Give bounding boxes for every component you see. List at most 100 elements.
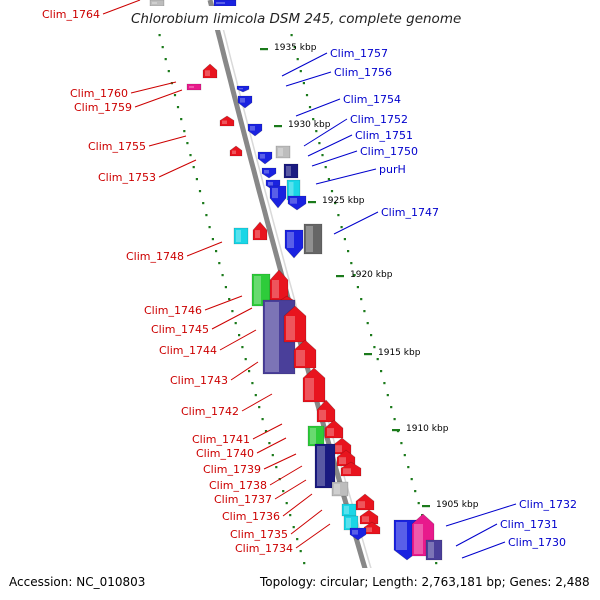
right-dot-track — [299, 70, 302, 73]
gene-shading — [319, 409, 326, 420]
right-dot-track — [296, 58, 299, 61]
gene-shading — [216, 2, 225, 4]
right-dot-track — [334, 202, 337, 205]
right-dot-track — [435, 562, 438, 565]
right-dot-track — [293, 46, 296, 49]
leader-line-right — [295, 98, 341, 117]
kbp-label: 1905 kbp — [436, 500, 479, 510]
gene-arrow — [229, 145, 243, 157]
kbp-tick — [392, 429, 400, 432]
kbp-tick — [308, 201, 316, 204]
right-dot-track — [350, 262, 353, 265]
left-dot-track — [282, 490, 285, 493]
right-dot-track — [340, 226, 343, 229]
left-dot-track — [202, 202, 205, 205]
right-dot-track — [302, 82, 305, 85]
gene-shading — [265, 302, 279, 372]
gene-arrow — [237, 95, 253, 109]
gene-block — [275, 145, 291, 159]
right-dot-track — [383, 382, 386, 385]
gene-shading — [352, 530, 358, 535]
gene-shading — [236, 230, 241, 242]
gene-arrow — [257, 151, 273, 165]
left-dot-track — [299, 550, 302, 553]
kbp-tick — [274, 125, 282, 128]
gene-shading — [264, 170, 269, 174]
gene-shading — [239, 88, 243, 90]
right-dot-track — [390, 406, 393, 409]
kbp-tick — [260, 48, 268, 51]
leader-line-left — [204, 295, 243, 311]
right-dot-track — [330, 190, 334, 193]
right-dot-track — [318, 142, 321, 145]
leader-line-right — [285, 71, 332, 87]
gene-label-right: Clim_1747 — [381, 206, 439, 219]
right-dot-track — [410, 478, 413, 481]
right-dot-track — [373, 346, 376, 349]
gene-label-left: Clim_1736 — [222, 510, 280, 523]
gene-label-left: Clim_1739 — [203, 463, 261, 476]
right-dot-track — [414, 490, 417, 493]
gene-shading — [343, 468, 351, 474]
right-dot-track — [315, 130, 318, 133]
gene-label-right: Clim_1756 — [334, 66, 392, 79]
gene-label-left: Clim_1764 — [42, 8, 100, 21]
gene-label-left: Clim_1742 — [181, 405, 239, 418]
gene-label-left: Clim_1741 — [192, 433, 250, 446]
left-dot-track — [285, 502, 288, 505]
gene-shading — [317, 446, 325, 486]
gene-label-right: purH — [379, 163, 406, 176]
right-dot-track — [407, 466, 410, 469]
leader-line-right — [315, 168, 377, 185]
gene-shading — [222, 120, 227, 124]
gene-shading — [327, 428, 334, 436]
gene-arrow — [359, 509, 379, 525]
kbp-scale-labels: 1935 kbp 1930 kbp 1925 kbp 1920 kbp 1915 kbp… — [260, 43, 479, 510]
leader-line-right — [461, 541, 506, 559]
kbp-label: 1930 kbp — [288, 120, 331, 130]
right-dot-track — [308, 106, 312, 109]
gene-label-left: Clim_1746 — [144, 304, 202, 317]
left-dot-track — [198, 190, 202, 193]
gene-arrow — [316, 399, 336, 423]
gene-shading — [268, 182, 273, 186]
gene-label-left: Clim_1737 — [214, 493, 272, 506]
gene-shading — [232, 150, 236, 154]
gene-shading — [287, 232, 294, 248]
leader-line-left — [230, 361, 259, 381]
left-dot-track — [173, 94, 177, 97]
kbp-tick — [364, 353, 372, 356]
right-dot-track — [376, 358, 379, 361]
left-dot-track — [180, 118, 183, 121]
right-dot-track — [347, 250, 350, 253]
gene-block — [233, 227, 249, 245]
gene-shading — [310, 428, 316, 444]
leader-line-right — [333, 211, 379, 235]
leader-line-left — [219, 329, 257, 351]
leader-line-left — [158, 159, 197, 178]
right-dot-track — [312, 118, 315, 121]
gene-shading — [189, 86, 194, 88]
left-dot-track — [205, 214, 208, 217]
leader-line-left — [134, 89, 183, 108]
left-dot-track — [268, 442, 271, 445]
gene-block — [186, 83, 202, 91]
left-dot-track — [251, 382, 254, 385]
kbp-label: 1920 kbp — [350, 270, 393, 280]
leader-line-right — [303, 118, 348, 147]
left-dot-track — [195, 178, 198, 181]
left-dot-track — [224, 286, 227, 289]
gene-label-left: Clim_1734 — [235, 542, 293, 555]
gene-arrow — [336, 449, 356, 467]
gene-arrow — [247, 123, 263, 137]
gene-arrow — [324, 419, 344, 439]
leader-line-left — [290, 509, 323, 535]
right-dot-track — [305, 94, 309, 97]
gene-label-left: Clim_1753 — [98, 171, 156, 184]
gene-arrow — [340, 461, 362, 477]
right-dot-track — [366, 322, 369, 325]
gene-block — [303, 223, 323, 255]
gene-label-left: Clim_1735 — [230, 528, 288, 541]
